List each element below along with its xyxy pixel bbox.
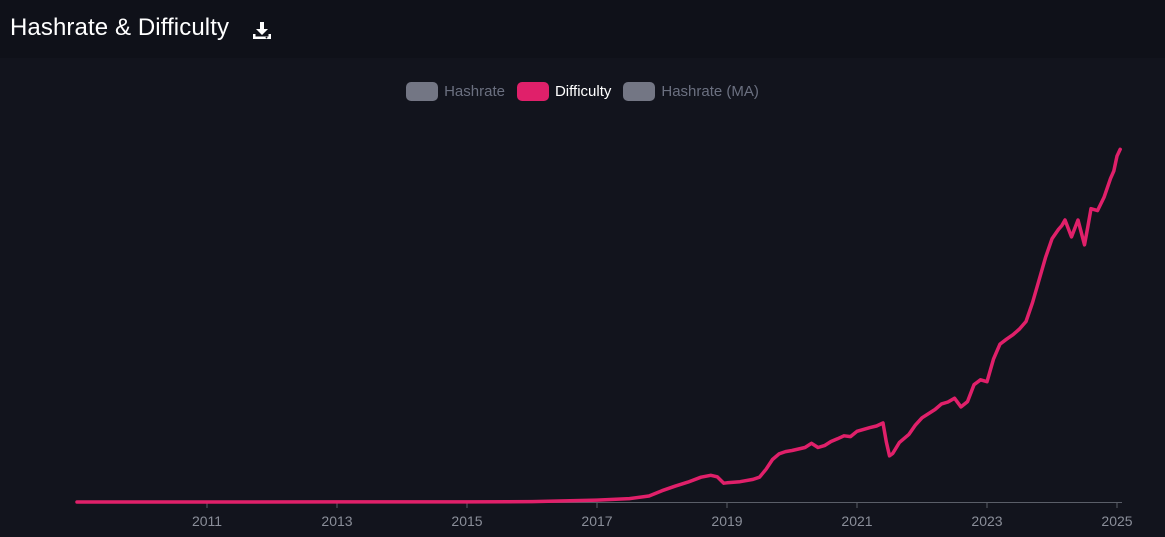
legend-item-hashrate-ma[interactable]: Hashrate (MA) — [623, 81, 759, 101]
series-line-difficulty — [75, 147, 1122, 504]
legend-label-hashrate: Hashrate — [444, 82, 505, 100]
x-tick-label: 2015 — [451, 513, 482, 529]
legend-item-difficulty[interactable]: Difficulty — [516, 81, 612, 101]
legend-item-hashrate[interactable]: Hashrate — [406, 81, 505, 101]
legend-swatch-hashrate — [406, 81, 439, 101]
legend-swatch-difficulty — [516, 81, 549, 101]
x-tick-label: 2019 — [711, 513, 742, 529]
legend-label-difficulty: Difficulty — [554, 82, 612, 100]
x-tick-label: 2011 — [192, 513, 222, 529]
legend-swatch-hashrate-ma — [623, 81, 656, 101]
download-icon[interactable] — [250, 19, 274, 43]
x-tick-label: 2017 — [581, 513, 612, 529]
header-bar: Hashrate & Difficulty — [0, 0, 1165, 58]
x-tick-label: 2021 — [841, 513, 872, 529]
x-tick-label: 2013 — [321, 513, 352, 529]
x-tick-label: 2025 — [1101, 513, 1132, 529]
legend-label-hashrate-ma: Hashrate (MA) — [661, 82, 759, 100]
x-tick-label: 2023 — [971, 513, 1002, 529]
page-title: Hashrate & Difficulty — [10, 14, 230, 41]
chart-legend: Hashrate Difficulty Hashrate (MA) — [0, 80, 1165, 102]
